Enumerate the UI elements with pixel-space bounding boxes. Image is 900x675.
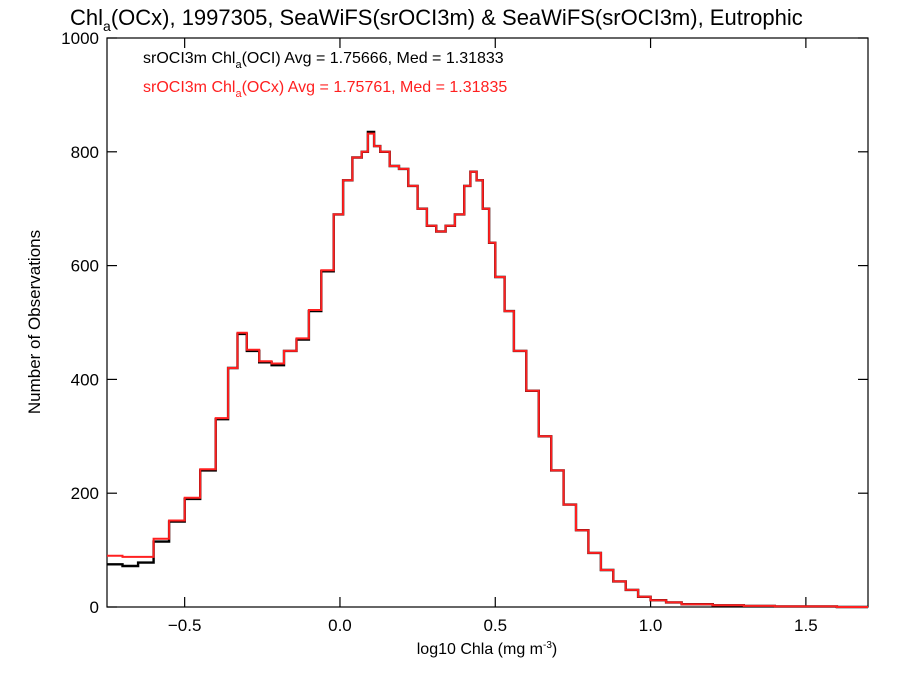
y-tick-label: 800 — [71, 143, 99, 162]
legend-ocx-prefix: srOCI3m Chl — [143, 79, 235, 96]
y-axis-label: Number of Observations — [25, 230, 44, 414]
series-line-ocx — [107, 132, 868, 608]
x-axis-label: log10 Chla (mg m-3) — [417, 640, 558, 658]
legend: srOCI3m Chla(OCI) Avg = 1.75666, Med = 1… — [143, 50, 507, 100]
legend-entry-oci: srOCI3m Chla(OCI) Avg = 1.75666, Med = 1… — [143, 50, 504, 71]
legend-ocx-subscript: a — [235, 88, 242, 100]
series-line-oci — [107, 130, 868, 609]
legend-oci-subscript: a — [235, 59, 242, 71]
y-tick-label: 400 — [71, 370, 99, 389]
legend-oci-prefix: srOCI3m Chl — [143, 50, 235, 67]
series-group — [107, 130, 868, 609]
chart-title-subscript: a — [103, 18, 111, 34]
legend-ocx-suffix: (OCx) Avg = 1.75761, Med = 1.31835 — [242, 79, 508, 96]
x-axis-ticks: −0.5 0.0 0.5 1.0 1.5 — [168, 38, 818, 635]
y-tick-label: 600 — [71, 257, 99, 276]
x-tick-label: 0.5 — [483, 616, 507, 635]
chart-title-suffix: (OCx), 1997305, SeaWiFS(srOCI3m) & SeaWi… — [111, 5, 803, 30]
y-tick-label: 0 — [90, 598, 99, 617]
x-tick-label: −0.5 — [168, 616, 202, 635]
y-tick-label: 200 — [71, 484, 99, 503]
legend-oci-suffix: (OCI) Avg = 1.75666, Med = 1.31833 — [242, 50, 504, 67]
chart-title: Chla(OCx), 1997305, SeaWiFS(srOCI3m) & S… — [70, 5, 803, 34]
x-axis-label-superscript: -3 — [543, 640, 552, 651]
x-axis-label-main: log10 Chla (mg m — [417, 641, 543, 658]
legend-entry-ocx: srOCI3m Chla(OCx) Avg = 1.75761, Med = 1… — [143, 79, 507, 100]
x-tick-label: 0.0 — [328, 616, 352, 635]
y-tick-label: 1000 — [61, 29, 99, 48]
y-axis-ticks: 0 200 400 600 800 1000 — [61, 29, 868, 617]
x-tick-label: 1.5 — [794, 616, 818, 635]
chart-title-prefix: Chl — [70, 5, 103, 30]
x-tick-label: 1.0 — [639, 616, 663, 635]
x-axis-label-end: ) — [552, 641, 557, 658]
plot-frame — [106, 37, 869, 608]
